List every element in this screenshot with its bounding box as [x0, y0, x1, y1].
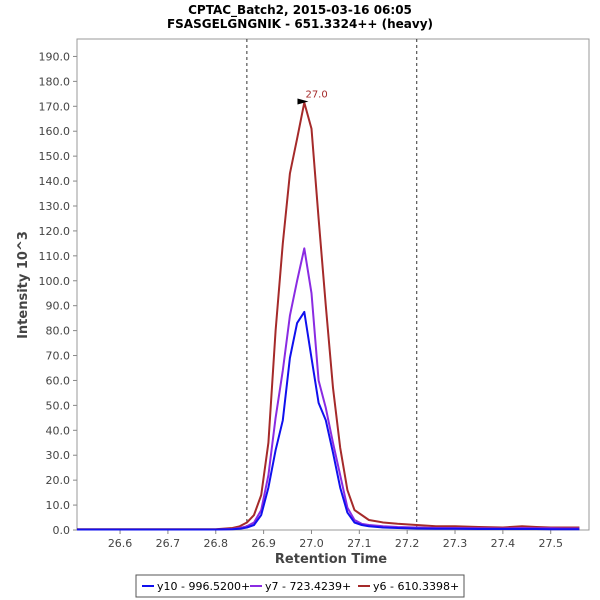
y-tick-label: 150.0	[39, 150, 71, 163]
y-tick-label: 80.0	[46, 325, 71, 338]
y-axis-label: Intensity 10^3	[16, 231, 31, 339]
legend-item-label: y10 - 996.5200+	[157, 580, 250, 593]
series-lines	[77, 101, 580, 531]
y-tick-label: 100.0	[39, 275, 71, 288]
y-tick-label: 140.0	[39, 175, 71, 188]
peak-label: 27.0	[305, 90, 327, 101]
y-tick-label: 20.0	[46, 474, 71, 487]
peak-annotation: 27.0	[297, 90, 328, 105]
x-axis: 26.6 26.7 26.8 26.9 27.0 27.1 27.2 27.3 27.4 27.5	[108, 530, 563, 550]
y-tick-label: 70.0	[46, 350, 71, 363]
y-tick-label: 90.0	[46, 300, 71, 313]
y-tick-label: 110.0	[39, 250, 71, 263]
y-tick-label: 60.0	[46, 374, 71, 387]
legend: y10 - 996.5200+ y7 - 723.4239+ y6 - 610.33…	[142, 580, 459, 593]
legend-item-label: y6 - 610.3398+	[373, 580, 459, 593]
series-line	[77, 310, 580, 531]
chart-subtitle: FSASGELGNGNIK - 651.3324++ (heavy)	[167, 17, 433, 31]
x-tick-label: 27.5	[538, 537, 563, 550]
y-tick-label: 30.0	[46, 449, 71, 462]
y-tick-label: 10.0	[46, 499, 71, 512]
y-tick-label: 40.0	[46, 424, 71, 437]
y-tick-label: 0.0	[53, 524, 71, 537]
x-tick-label: 27.2	[395, 537, 420, 550]
y-tick-label: 170.0	[39, 100, 71, 113]
x-tick-label: 27.4	[491, 537, 516, 550]
legend-item-label: y7 - 723.4239+	[265, 580, 351, 593]
x-tick-label: 27.3	[443, 537, 468, 550]
x-tick-label: 26.7	[156, 537, 181, 550]
x-tick-label: 27.1	[347, 537, 372, 550]
x-tick-label: 26.6	[108, 537, 133, 550]
y-tick-label: 160.0	[39, 125, 71, 138]
x-tick-label: 27.0	[299, 537, 324, 550]
y-tick-label: 180.0	[39, 75, 71, 88]
y-tick-label: 190.0	[39, 50, 71, 63]
chart-title: CPTAC_Batch2, 2015-03-16 06:05	[188, 3, 412, 18]
peak-arrow-icon	[297, 98, 309, 105]
y-tick-label: 50.0	[46, 399, 71, 412]
y-axis: 0.0 10.0 20.0 30.0 40.0 50.0 60.0 70.0 80.0 90.0 1…	[39, 50, 77, 537]
peak-boundaries	[246, 39, 418, 530]
y-tick-label: 130.0	[39, 200, 71, 213]
x-tick-label: 26.9	[251, 537, 276, 550]
x-tick-label: 26.8	[204, 537, 229, 550]
y-tick-label: 120.0	[39, 225, 71, 238]
legend-box	[135, 574, 465, 598]
x-axis-label: Retention Time	[275, 552, 387, 567]
